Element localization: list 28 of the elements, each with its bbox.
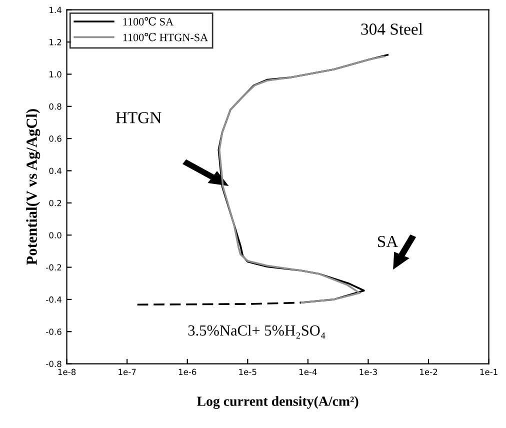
x-tick-label: 1e-1 [480, 368, 498, 376]
y-tick-label: 1.4 [50, 6, 62, 14]
y-axis-title: Potential(V vs Ag/AgCl) [26, 109, 40, 265]
x-tick-label: 1e-8 [58, 368, 76, 376]
y-tick-label: 1.2 [50, 39, 62, 46]
y-tick-label: -0.8 [46, 360, 62, 368]
y-tick-label: -0.2 [46, 264, 62, 271]
y-tick-label: 1.0 [50, 71, 62, 78]
y-tick-label: -0.6 [46, 328, 62, 335]
x-tick-label: 1e-7 [118, 368, 136, 376]
legend-label: 1100℃ HTGN-SA [123, 32, 208, 42]
annotation: 304 Steel [361, 23, 423, 35]
x-tick-label: 1e-4 [299, 368, 317, 376]
x-tick-label: 1e-5 [239, 368, 256, 376]
y-tick-label: 0.6 [49, 136, 62, 142]
annotation: 3.5%NaCl+ 5%H₂SO₄ [188, 324, 326, 339]
y-tick-label: 0.2 [49, 200, 62, 206]
x-axis-title: Log current density(A/cm²) [196, 396, 358, 409]
legend-label: 1100℃ SA [123, 17, 174, 26]
x-tick-label: 1e-2 [420, 368, 438, 376]
annotation: HTGN [116, 112, 162, 124]
x-tick-label: 1e-3 [360, 368, 377, 376]
y-tick-label: -0.4 [46, 296, 62, 303]
y-tick-label: 0.0 [49, 232, 62, 238]
x-tick-label: 1e-6 [178, 368, 196, 376]
y-tick-label: 0.8 [49, 103, 62, 110]
y-tick-label: 0.4 [49, 168, 62, 174]
annotation: SA [378, 236, 398, 248]
